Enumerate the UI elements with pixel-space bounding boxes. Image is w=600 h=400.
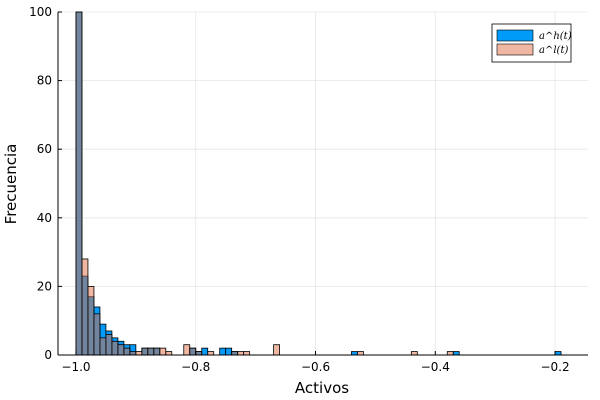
histogram-bar-al — [231, 351, 239, 356]
legend-swatch-al — [496, 43, 534, 56]
histogram-bar-al — [183, 344, 191, 356]
histogram-bars — [75, 11, 562, 356]
histogram-bar-al — [105, 334, 113, 356]
histogram-bar-al — [189, 347, 197, 356]
histogram-bar-al — [237, 351, 245, 356]
histogram-bar-al — [87, 285, 95, 356]
y-tick-label: 40 — [37, 211, 52, 225]
legend-swatch-ah — [496, 29, 534, 42]
histogram-bar-al — [410, 351, 418, 356]
x-tick-label: −1.0 — [61, 360, 90, 374]
histogram-bar-al — [129, 351, 137, 356]
histogram-bar-ah — [452, 351, 460, 356]
x-axis-label: Activos — [295, 379, 349, 397]
histogram-bar-ah — [225, 347, 233, 356]
histogram-bar-al — [81, 258, 89, 356]
y-tick-label: 0 — [44, 348, 52, 362]
histogram-bar-al — [93, 313, 101, 356]
histogram-bar-al — [159, 347, 167, 356]
histogram-bar-al — [195, 351, 203, 356]
histogram-bar-al — [147, 347, 155, 356]
histogram-bar-al — [273, 344, 280, 356]
x-tick-label: −0.8 — [181, 360, 210, 374]
histogram-bar-ah — [219, 347, 227, 356]
histogram-bar-al — [165, 351, 173, 356]
axes — [57, 11, 588, 356]
histogram-bar-al — [446, 351, 454, 356]
grid-lines — [58, 11, 588, 356]
histogram-bar-al — [135, 351, 143, 356]
histogram-bar-ah — [351, 351, 358, 356]
y-tick-label: 60 — [37, 142, 52, 156]
histogram-bar-al — [117, 344, 125, 356]
histogram-bar-al — [153, 347, 161, 356]
x-tick-label: −0.4 — [421, 360, 450, 374]
y-tick-label: 100 — [29, 5, 52, 19]
histogram-bar-al — [111, 340, 119, 356]
histogram-bar-al — [207, 351, 215, 356]
histogram-bar-al — [243, 351, 251, 356]
histogram-bar-ah — [554, 351, 562, 356]
legend-label-ah: a^h(t) — [539, 31, 572, 42]
x-tick-label: −0.2 — [540, 360, 569, 374]
y-axis-label: Frecuencia — [2, 144, 20, 225]
histogram-bar-al — [99, 337, 107, 356]
legend: a^h(t) a^l(t) — [491, 23, 572, 63]
legend-label-al: a^l(t) — [539, 45, 568, 56]
y-tick-label: 20 — [37, 279, 52, 293]
x-tick-label: −0.6 — [301, 360, 330, 374]
histogram-bar-al — [357, 351, 364, 356]
histogram-bar-al — [141, 347, 149, 356]
histogram-bar-ah — [201, 347, 209, 356]
tick-labels: −1.0 −0.8 −0.6 −0.4 −0.2 0 20 40 60 80 100 — [29, 5, 570, 374]
histogram-bar-al — [75, 11, 83, 356]
y-tick-label: 80 — [37, 74, 52, 88]
histogram-bar-al — [123, 347, 131, 356]
